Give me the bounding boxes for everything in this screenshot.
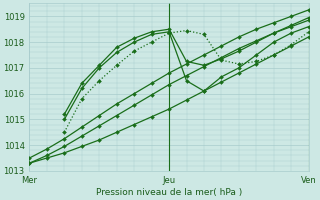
X-axis label: Pression niveau de la mer( hPa ): Pression niveau de la mer( hPa ) xyxy=(96,188,242,197)
